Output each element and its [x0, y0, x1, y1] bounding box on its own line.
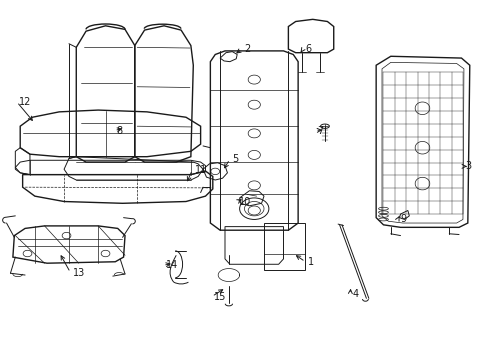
Text: 5: 5	[232, 154, 238, 164]
Text: 10: 10	[238, 197, 250, 207]
Text: 6: 6	[305, 44, 311, 54]
Text: 15: 15	[214, 292, 226, 302]
Text: 9: 9	[400, 214, 406, 224]
Text: 13: 13	[73, 267, 85, 278]
Text: 4: 4	[352, 289, 358, 299]
Text: 3: 3	[464, 161, 470, 171]
Bar	[264, 223, 305, 270]
Text: 7: 7	[317, 126, 323, 135]
Text: 11: 11	[194, 165, 206, 175]
Text: 2: 2	[244, 44, 250, 54]
Text: 14: 14	[165, 260, 178, 270]
Text: 1: 1	[307, 257, 313, 267]
Text: 12: 12	[19, 97, 32, 107]
Text: 8: 8	[117, 126, 122, 135]
